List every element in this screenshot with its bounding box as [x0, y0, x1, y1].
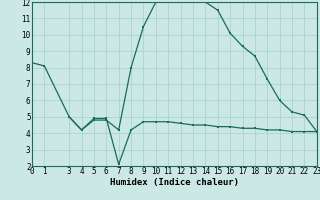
- X-axis label: Humidex (Indice chaleur): Humidex (Indice chaleur): [110, 178, 239, 187]
